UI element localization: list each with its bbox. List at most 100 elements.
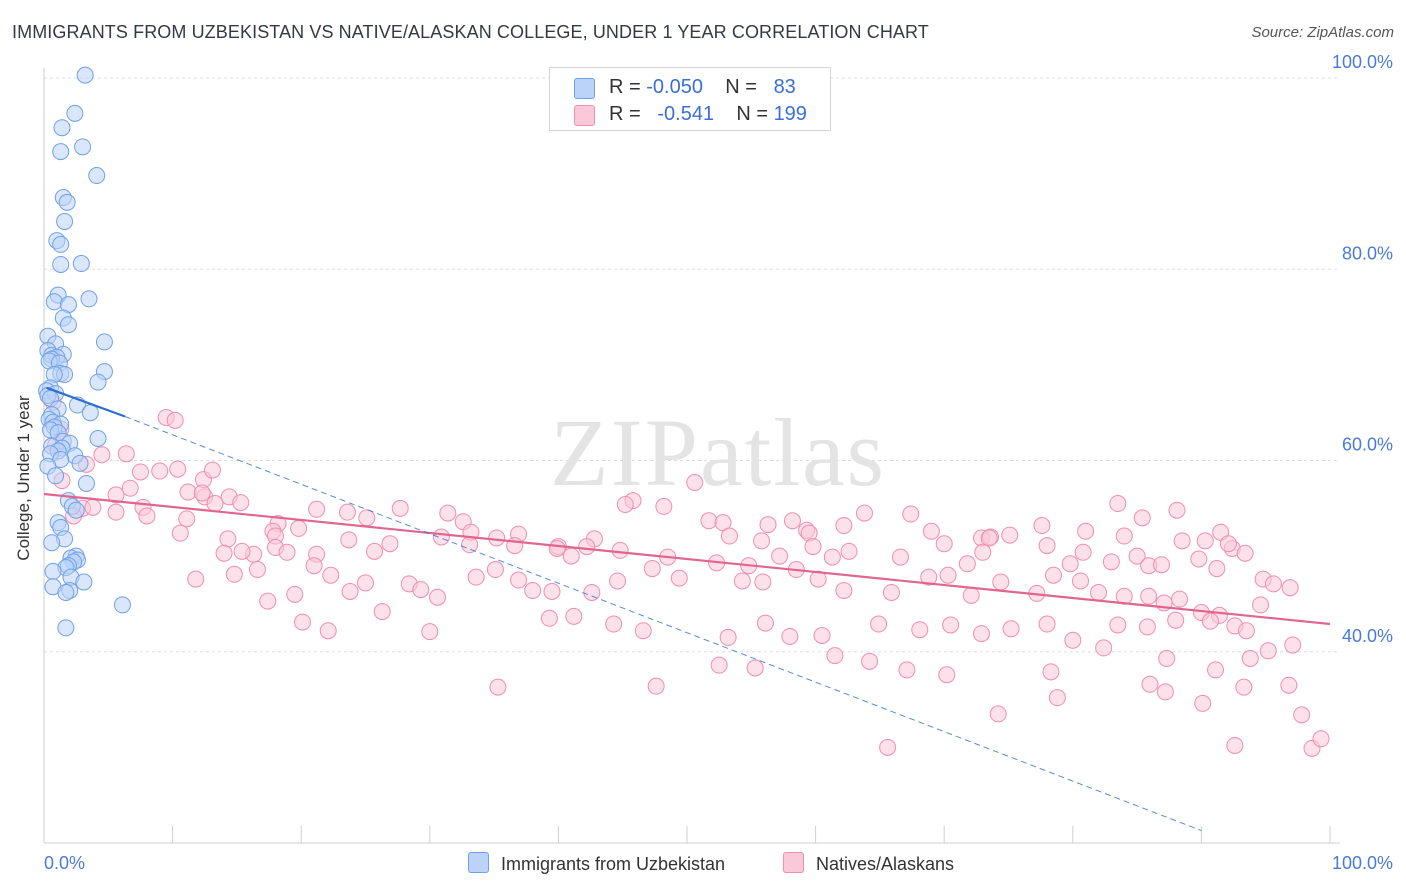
natives-point — [439, 504, 457, 522]
tick-labels: 40.0% 60.0% 80.0% 100.0% 0.0% 100.0% — [44, 52, 1393, 873]
gridlines — [44, 77, 1340, 653]
natives-point — [1158, 649, 1176, 667]
natives-point — [989, 705, 1007, 723]
natives-point — [429, 588, 447, 606]
uzbekistan-point — [81, 404, 99, 422]
n-value-uzbekistan: 83 — [773, 76, 796, 98]
uzbekistan-point — [77, 474, 95, 492]
natives-point — [756, 614, 774, 632]
natives-point — [938, 666, 956, 684]
natives-point — [166, 411, 184, 429]
natives-point — [1194, 694, 1212, 712]
uzbekistan-point — [56, 212, 74, 230]
natives-point — [1002, 620, 1020, 638]
natives-point — [131, 463, 149, 481]
natives-point — [203, 461, 221, 479]
natives-point — [898, 661, 916, 679]
natives-point — [338, 503, 356, 521]
natives-point — [840, 542, 858, 560]
natives-point — [421, 623, 439, 641]
natives-point — [670, 569, 688, 587]
natives-point — [980, 529, 998, 547]
natives-point — [232, 494, 250, 512]
natives-point — [548, 539, 566, 557]
natives-point — [432, 528, 450, 546]
uzbekistan-point — [66, 104, 84, 122]
natives-points — [44, 393, 1330, 757]
natives-point — [1235, 678, 1253, 696]
natives-trend-line — [43, 492, 1331, 626]
natives-point — [225, 565, 243, 583]
natives-point — [340, 531, 358, 549]
natives-point — [992, 573, 1010, 591]
natives-point — [783, 512, 801, 530]
natives-point — [1115, 527, 1133, 545]
natives-point — [1219, 535, 1237, 553]
natives-legend-swatch — [783, 852, 804, 873]
natives-point — [319, 622, 337, 640]
natives-point — [510, 571, 528, 589]
natives-point — [935, 535, 953, 553]
natives-point — [1077, 522, 1095, 540]
uzbekistan-point — [59, 316, 77, 334]
source-credit: Source: ZipAtlas.com — [1251, 24, 1394, 41]
natives-point — [1284, 636, 1302, 654]
natives-point — [1252, 596, 1270, 614]
natives-point — [121, 479, 139, 497]
n-label: N = — [725, 76, 757, 98]
stats-legend: R = -0.050 N = 83 R = -0.541 N = 199 — [549, 67, 831, 131]
natives-point — [861, 652, 879, 670]
watermark: ZIPatlas — [550, 399, 886, 506]
natives-point — [412, 581, 430, 599]
natives-point — [373, 603, 391, 621]
natives-point — [169, 460, 187, 478]
natives-point — [823, 548, 841, 566]
natives-point — [1237, 622, 1255, 640]
n-value-natives: 199 — [773, 103, 807, 125]
natives-point — [524, 582, 542, 600]
natives-point — [879, 738, 897, 756]
uzbekistan-point — [89, 430, 107, 448]
natives-point — [293, 613, 311, 631]
natives-point — [972, 625, 990, 643]
natives-point — [974, 543, 992, 561]
natives-point — [1038, 537, 1056, 555]
natives-point — [870, 615, 888, 633]
natives-point — [206, 495, 224, 513]
uzbekistan-point — [52, 235, 70, 253]
natives-point — [1072, 572, 1090, 590]
natives-point — [1033, 517, 1051, 535]
natives-point — [1201, 612, 1219, 630]
natives-point — [891, 548, 909, 566]
natives-point — [754, 573, 772, 591]
uzbekistan-points — [38, 66, 131, 637]
natives-point — [1153, 556, 1171, 574]
legend-item-uzbekistan: Immigrants from Uzbekistan — [468, 852, 725, 875]
natives-point — [835, 582, 853, 600]
natives-point — [1090, 583, 1108, 601]
uzbekistan-point — [75, 573, 93, 591]
natives-point — [107, 503, 125, 521]
natives-point — [1171, 590, 1189, 608]
natives-point — [467, 568, 485, 586]
natives-point — [1168, 501, 1186, 519]
natives-point — [920, 568, 938, 586]
natives-point — [1293, 706, 1311, 724]
uzbekistan-point — [52, 143, 70, 161]
natives-point — [1208, 560, 1226, 578]
natives-point — [634, 622, 652, 640]
natives-point — [1001, 526, 1019, 544]
natives-point — [219, 530, 237, 548]
r-label: R = — [609, 103, 641, 125]
natives-point — [578, 538, 596, 556]
natives-point — [278, 543, 296, 561]
natives-point — [322, 566, 340, 584]
natives-point — [1128, 547, 1146, 565]
x-tick-label: 100.0% — [1332, 853, 1393, 873]
natives-point — [1102, 553, 1120, 571]
natives-point — [1074, 543, 1092, 561]
natives-point — [605, 615, 623, 633]
natives-point — [1140, 587, 1158, 605]
natives-point — [179, 483, 197, 501]
natives-point — [381, 535, 399, 553]
